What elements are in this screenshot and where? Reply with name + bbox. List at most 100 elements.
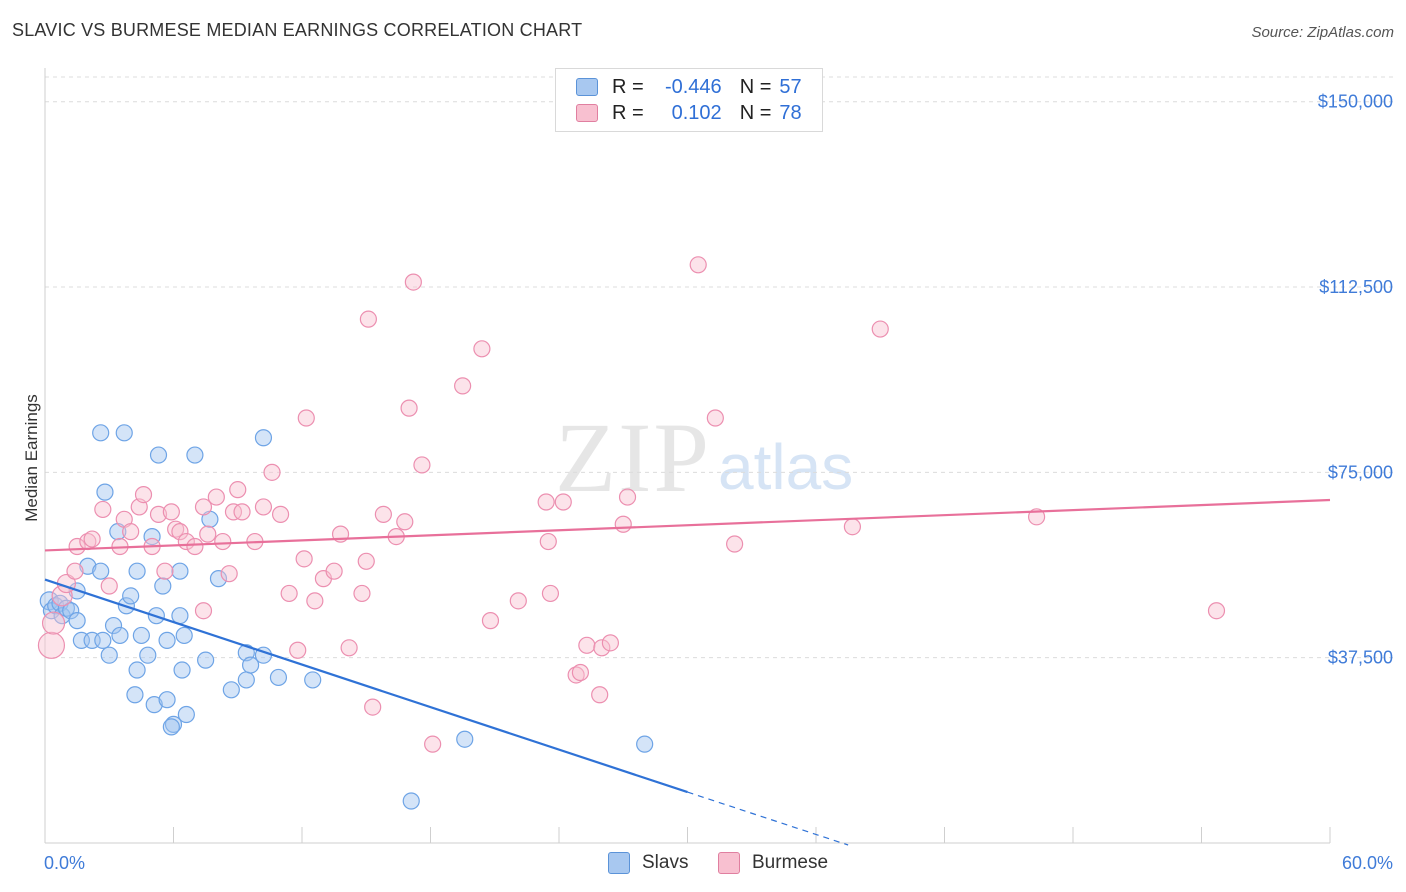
- legend-r-label: R =: [612, 75, 644, 98]
- point-burmese: [614, 515, 632, 533]
- point-burmese: [578, 636, 596, 654]
- point-burmese: [353, 584, 371, 603]
- legend-row-burmese: R = 0.102 N = 78: [576, 101, 802, 125]
- legend-swatch-burmese: [718, 852, 740, 874]
- point-burmese: [306, 592, 324, 610]
- point-slavs: [173, 661, 191, 679]
- point-burmese: [726, 535, 744, 553]
- point-burmese: [554, 493, 572, 511]
- point-slavs: [154, 577, 172, 595]
- legend-n-value: 78: [779, 101, 802, 124]
- point-burmese: [207, 488, 225, 506]
- y-tick-label: $150,000: [1318, 92, 1393, 112]
- point-slavs: [128, 661, 146, 679]
- legend-label-burmese: Burmese: [752, 852, 829, 873]
- point-slavs: [115, 424, 133, 442]
- point-burmese: [162, 503, 180, 521]
- trend-line-burmese: [44, 498, 1331, 552]
- legend-swatch-slavs: [576, 78, 598, 96]
- point-burmese: [297, 409, 315, 427]
- point-burmese: [194, 498, 213, 516]
- legend-n-value: 57: [779, 75, 802, 98]
- point-slavs: [158, 691, 176, 709]
- point-burmese: [591, 686, 609, 704]
- legend-swatch-slavs: [608, 852, 630, 874]
- point-slavs: [197, 651, 215, 669]
- legend-item-burmese[interactable]: Burmese: [718, 852, 828, 874]
- point-slavs: [171, 562, 189, 580]
- point-burmese: [122, 523, 140, 541]
- point-burmese: [100, 577, 118, 595]
- point-burmese: [134, 485, 153, 504]
- point-slavs: [158, 631, 176, 649]
- point-slavs: [128, 562, 146, 580]
- point-slavs: [177, 705, 195, 724]
- point-slavs: [68, 612, 86, 630]
- source-credit: Source: ZipAtlas.com: [1251, 24, 1394, 41]
- point-burmese: [220, 565, 238, 583]
- point-burmese: [325, 562, 343, 580]
- point-burmese: [83, 530, 101, 548]
- trend-line-extension-slavs: [687, 791, 849, 846]
- point-slavs: [94, 631, 112, 649]
- point-slavs: [62, 602, 80, 620]
- point-slavs: [79, 557, 97, 575]
- point-burmese: [601, 634, 620, 652]
- point-burmese: [539, 532, 557, 551]
- y-tick-label: $75,000: [1328, 462, 1393, 482]
- point-burmese: [571, 663, 590, 682]
- point-burmese: [509, 592, 527, 610]
- y-tick-label: $112,500: [1319, 277, 1393, 297]
- legend-r-value: -0.446: [664, 75, 722, 98]
- point-burmese: [340, 639, 358, 657]
- point-burmese: [37, 631, 66, 659]
- point-burmese: [229, 481, 247, 499]
- point-slavs: [304, 671, 322, 689]
- y-tick-label: $37,500: [1328, 648, 1393, 668]
- point-slavs: [149, 446, 168, 464]
- point-slavs: [132, 626, 150, 645]
- point-slavs: [122, 587, 140, 605]
- legend-label-slavs: Slavs: [642, 852, 689, 873]
- point-burmese: [289, 641, 307, 659]
- point-burmese: [263, 463, 281, 481]
- x-tick-label: 0.0%: [44, 853, 85, 873]
- point-burmese: [537, 493, 555, 511]
- point-burmese: [254, 498, 273, 516]
- legend-swatch-burmese: [576, 104, 598, 122]
- point-burmese: [359, 310, 377, 328]
- point-slavs: [96, 483, 114, 501]
- point-burmese: [706, 409, 724, 427]
- point-burmese: [618, 488, 637, 506]
- point-slavs: [164, 715, 183, 733]
- point-slavs: [269, 668, 288, 687]
- point-slavs: [209, 570, 228, 588]
- point-burmese: [233, 503, 251, 521]
- point-burmese: [271, 505, 290, 523]
- point-burmese: [1207, 602, 1226, 620]
- point-burmese: [364, 698, 382, 716]
- point-burmese: [404, 273, 422, 291]
- legend-n-label: N =: [739, 75, 772, 98]
- point-slavs: [111, 626, 129, 645]
- legend-r-value: 0.102: [671, 101, 722, 124]
- point-slavs: [143, 527, 161, 546]
- point-burmese: [843, 518, 862, 536]
- point-slavs: [456, 730, 474, 748]
- watermark-zip: ZIP: [555, 402, 711, 513]
- point-slavs: [104, 616, 123, 635]
- point-burmese: [473, 340, 491, 358]
- point-slavs: [92, 424, 110, 442]
- point-slavs: [237, 671, 255, 689]
- legend-r-label: R =: [612, 101, 644, 124]
- point-burmese: [1027, 508, 1046, 526]
- point-slavs: [139, 646, 157, 664]
- point-slavs: [242, 656, 260, 674]
- legend-item-slavs[interactable]: Slavs: [608, 852, 688, 874]
- point-burmese: [171, 523, 189, 541]
- watermark-atlas: atlas: [718, 431, 854, 503]
- legend-row-slavs: R = -0.446 N = 57: [576, 75, 802, 99]
- point-slavs: [126, 686, 144, 704]
- point-burmese: [396, 513, 414, 531]
